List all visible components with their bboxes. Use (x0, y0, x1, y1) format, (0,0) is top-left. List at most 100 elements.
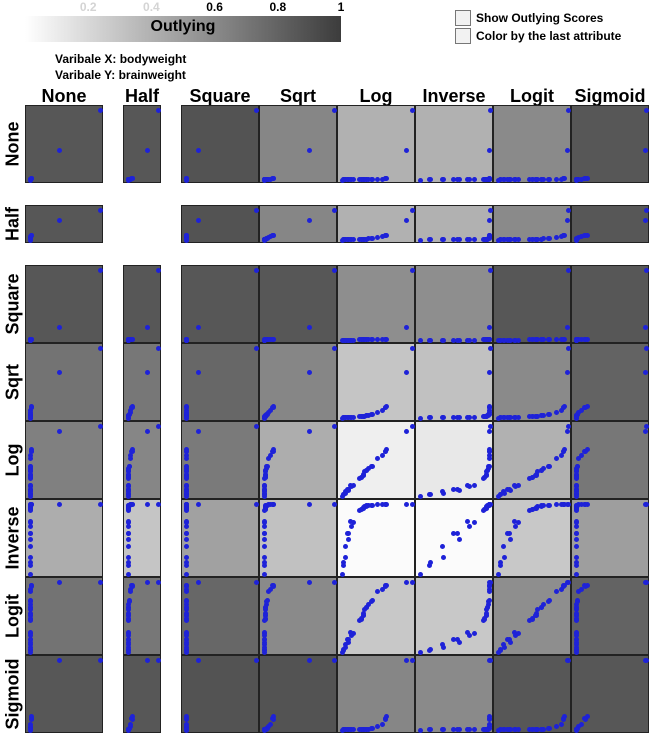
scatter-cell[interactable] (493, 265, 571, 343)
scatter-cell[interactable] (123, 105, 161, 183)
scatter-cell[interactable] (571, 205, 649, 243)
scatter-cell[interactable] (123, 421, 161, 499)
scatter-cell[interactable] (571, 577, 649, 655)
scatter-cell[interactable] (337, 105, 415, 183)
scatter-cell[interactable] (181, 343, 259, 421)
data-point (427, 492, 433, 498)
data-point (195, 579, 201, 585)
data-point (573, 415, 579, 421)
scatter-cell[interactable] (571, 655, 649, 733)
scatter-cell[interactable] (337, 265, 415, 343)
scatter-cell[interactable] (259, 421, 337, 499)
scatter-cell[interactable] (493, 655, 571, 733)
data-point (547, 412, 553, 418)
data-point (507, 237, 513, 243)
scatter-cell[interactable] (25, 105, 103, 183)
data-point (561, 716, 567, 722)
data-point (350, 237, 356, 243)
data-point (574, 468, 580, 474)
data-point (487, 448, 493, 454)
data-point (27, 639, 33, 645)
data-point (270, 448, 276, 454)
scatter-cell[interactable] (181, 499, 259, 577)
scatter-cell[interactable] (25, 265, 103, 343)
scatter-cell[interactable] (493, 205, 571, 243)
scatter-cell[interactable] (415, 577, 493, 655)
data-point (454, 531, 460, 537)
scatter-cell[interactable] (181, 577, 259, 655)
scatter-cell[interactable] (493, 105, 571, 183)
data-point (144, 325, 150, 331)
data-point (450, 337, 456, 343)
scatter-cell[interactable] (571, 421, 649, 499)
data-point (56, 325, 62, 331)
scatter-cell[interactable] (25, 421, 103, 499)
data-point (573, 637, 579, 643)
scatter-cell[interactable] (181, 421, 259, 499)
scatter-cell[interactable] (259, 655, 337, 733)
data-point (27, 237, 33, 243)
data-point (331, 657, 337, 663)
scatter-cell[interactable] (337, 655, 415, 733)
scatter-cell[interactable] (337, 343, 415, 421)
scatter-cell[interactable] (25, 655, 103, 733)
scatter-cell[interactable] (259, 105, 337, 183)
scatter-cell[interactable] (337, 421, 415, 499)
data-point (253, 267, 259, 273)
scatter-cell[interactable] (123, 499, 161, 577)
scatter-cell[interactable] (415, 343, 493, 421)
scatter-cell[interactable] (181, 105, 259, 183)
scatter-cell[interactable] (337, 205, 415, 243)
scatter-cell[interactable] (571, 105, 649, 183)
scatter-cell[interactable] (181, 655, 259, 733)
scatter-cell[interactable] (571, 499, 649, 577)
scatter-cell[interactable] (415, 655, 493, 733)
scatter-cell[interactable] (337, 577, 415, 655)
color-by-last-checkbox[interactable] (455, 28, 471, 44)
scatter-cell[interactable] (259, 577, 337, 655)
scatter-cell[interactable] (259, 499, 337, 577)
data-point (97, 657, 103, 663)
scatter-cell[interactable] (25, 499, 103, 577)
color-by-last-option[interactable]: Color by the last attribute (455, 28, 621, 44)
scatter-cell[interactable] (25, 205, 103, 243)
scatter-cell[interactable] (123, 577, 161, 655)
show-outlying-scores-checkbox[interactable] (455, 10, 471, 26)
scatter-cell[interactable] (181, 265, 259, 343)
data-point (573, 518, 579, 524)
data-point (643, 267, 649, 273)
data-point (533, 177, 539, 183)
data-point (482, 237, 488, 242)
scatter-cell[interactable] (337, 499, 415, 577)
scatter-cell[interactable] (259, 343, 337, 421)
scatter-cell[interactable] (123, 343, 161, 421)
scatter-cell[interactable] (493, 499, 571, 577)
data-point (487, 453, 493, 459)
scatter-cell[interactable] (415, 105, 493, 183)
show-outlying-scores-option[interactable]: Show Outlying Scores (455, 10, 603, 26)
scatter-cell[interactable] (123, 655, 161, 733)
data-point (529, 727, 535, 733)
scatter-cell[interactable] (415, 205, 493, 243)
data-point (342, 237, 348, 243)
data-point (144, 429, 150, 435)
scatter-cell[interactable] (415, 499, 493, 577)
data-point (576, 409, 582, 415)
scatter-cell[interactable] (25, 343, 103, 421)
scatter-cell[interactable] (415, 265, 493, 343)
scatter-cell[interactable] (25, 577, 103, 655)
data-point (125, 633, 131, 639)
scatter-cell[interactable] (415, 421, 493, 499)
scatter-cell[interactable] (493, 577, 571, 655)
data-point (27, 602, 33, 608)
scatter-cell[interactable] (493, 421, 571, 499)
scatter-cell[interactable] (181, 205, 259, 243)
scatter-cell[interactable] (571, 343, 649, 421)
scatter-cell[interactable] (571, 265, 649, 343)
scatter-cell[interactable] (259, 205, 337, 243)
scatter-cell[interactable] (493, 343, 571, 421)
scatter-cell[interactable] (123, 265, 161, 343)
data-point (28, 583, 34, 589)
scatter-cell[interactable] (259, 265, 337, 343)
data-point (547, 726, 553, 732)
